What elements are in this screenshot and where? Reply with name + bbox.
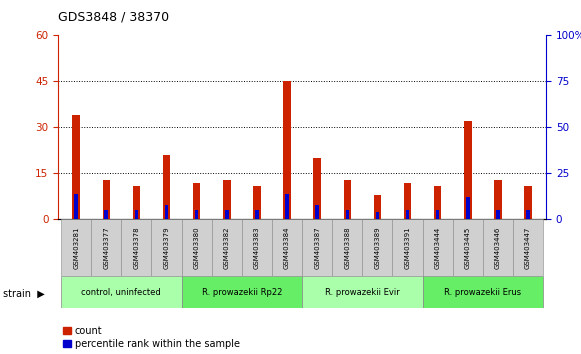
Text: GSM403387: GSM403387: [314, 227, 320, 269]
Bar: [255, 210, 259, 219]
Text: GSM403378: GSM403378: [134, 227, 139, 269]
Text: GSM403377: GSM403377: [103, 227, 109, 269]
Bar: [182, 219, 211, 276]
Text: GSM403281: GSM403281: [73, 227, 79, 269]
Bar: [135, 210, 138, 219]
Bar: [211, 219, 242, 276]
Legend: count, percentile rank within the sample: count, percentile rank within the sample: [63, 326, 239, 349]
Bar: [483, 219, 513, 276]
Bar: [464, 121, 472, 219]
Bar: [374, 195, 381, 219]
Bar: [346, 210, 349, 219]
Bar: [315, 205, 319, 219]
Bar: [406, 210, 410, 219]
Bar: [524, 186, 532, 219]
Text: GSM403382: GSM403382: [224, 227, 230, 269]
Text: GSM403447: GSM403447: [525, 227, 531, 269]
Bar: [163, 155, 170, 219]
Text: GSM403389: GSM403389: [374, 227, 381, 269]
Text: control, uninfected: control, uninfected: [81, 287, 162, 297]
Text: R. prowazekii Rp22: R. prowazekii Rp22: [202, 287, 282, 297]
Bar: [526, 210, 530, 219]
Text: GSM403446: GSM403446: [495, 227, 501, 269]
Bar: [105, 210, 108, 219]
Bar: [121, 219, 152, 276]
Bar: [253, 186, 261, 219]
Text: GSM403388: GSM403388: [345, 227, 350, 269]
Bar: [284, 81, 291, 219]
Bar: [102, 179, 110, 219]
Text: strain  ▶: strain ▶: [3, 289, 45, 299]
Bar: [272, 219, 302, 276]
Bar: [132, 186, 140, 219]
Bar: [513, 219, 543, 276]
Bar: [91, 219, 121, 276]
Bar: [363, 219, 393, 276]
Bar: [376, 212, 379, 219]
Bar: [182, 276, 302, 308]
Bar: [494, 179, 502, 219]
Bar: [195, 210, 199, 219]
Bar: [74, 194, 78, 219]
Text: GDS3848 / 38370: GDS3848 / 38370: [58, 10, 169, 23]
Bar: [302, 276, 422, 308]
Text: R. prowazekii Evir: R. prowazekii Evir: [325, 287, 400, 297]
Bar: [343, 179, 351, 219]
Bar: [302, 219, 332, 276]
Bar: [332, 219, 363, 276]
Bar: [152, 219, 182, 276]
Text: R. prowazekii Erus: R. prowazekii Erus: [444, 287, 521, 297]
Bar: [434, 186, 442, 219]
Text: GSM403384: GSM403384: [284, 227, 290, 269]
Bar: [393, 219, 422, 276]
Bar: [61, 219, 91, 276]
Text: GSM403380: GSM403380: [193, 227, 200, 269]
Bar: [422, 219, 453, 276]
Bar: [165, 205, 168, 219]
Bar: [466, 198, 469, 219]
Text: GSM403383: GSM403383: [254, 227, 260, 269]
Bar: [422, 276, 543, 308]
Bar: [496, 210, 500, 219]
Bar: [73, 115, 80, 219]
Text: GSM403445: GSM403445: [465, 227, 471, 269]
Bar: [453, 219, 483, 276]
Bar: [193, 183, 200, 219]
Text: GSM403444: GSM403444: [435, 227, 440, 269]
Bar: [404, 183, 411, 219]
Text: GSM403379: GSM403379: [164, 227, 170, 269]
Bar: [242, 219, 272, 276]
Bar: [225, 210, 228, 219]
Bar: [285, 194, 289, 219]
Bar: [436, 210, 439, 219]
Text: GSM403391: GSM403391: [404, 227, 411, 269]
Bar: [313, 158, 321, 219]
Bar: [223, 179, 231, 219]
Bar: [61, 276, 182, 308]
